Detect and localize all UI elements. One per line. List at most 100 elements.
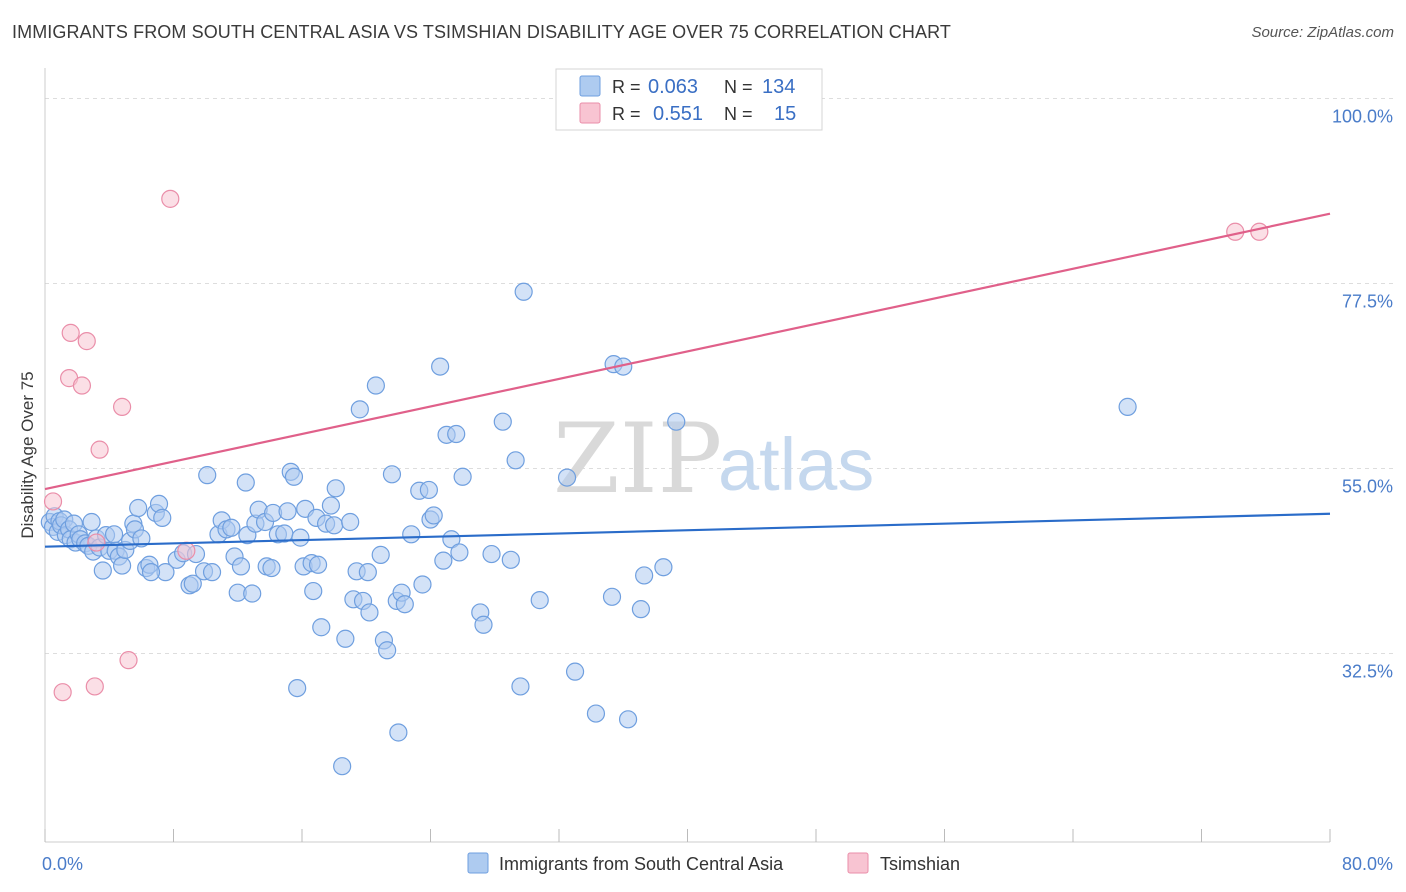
point-immigrants-77 — [321, 496, 341, 515]
point-immigrants-115 — [501, 550, 520, 569]
point-immigrants-108 — [447, 424, 466, 444]
point-immigrants-50 — [222, 518, 241, 537]
y-tick-label-2: 55.0% — [1342, 477, 1393, 497]
legend-r-label-2: R = — [612, 104, 641, 124]
x-tick-label-min: 0.0% — [42, 854, 83, 874]
point-immigrants-74 — [308, 555, 328, 574]
point-immigrants-79 — [326, 479, 345, 498]
y-tick-label-1: 77.5% — [1342, 292, 1393, 312]
point-immigrants-132 — [141, 563, 161, 582]
trend-line-immigrants — [44, 512, 1331, 548]
point-immigrants-42 — [183, 574, 202, 593]
bottom-legend-label-tsimshian: Tsimshian — [880, 854, 960, 874]
point-immigrants-130 — [667, 412, 686, 431]
point-immigrants-93 — [382, 465, 402, 484]
point-tsimshian-5 — [77, 332, 96, 351]
legend-n-label-2: N = — [724, 104, 753, 124]
legend-r-value-2: 0.551 — [653, 103, 703, 125]
series-immigrants-points — [40, 282, 1137, 776]
point-immigrants-66 — [284, 467, 304, 486]
legend-r-value-1: 0.063 — [648, 76, 698, 98]
point-immigrants-123 — [602, 587, 622, 606]
point-immigrants-64 — [278, 502, 297, 521]
point-immigrants-87 — [358, 563, 377, 582]
point-tsimshian-10 — [119, 651, 138, 670]
point-tsimshian-3 — [61, 323, 80, 342]
y-tick-label-3: 32.5% — [1342, 662, 1393, 682]
series-tsimshian-points — [43, 189, 1269, 702]
point-immigrants-23 — [104, 525, 124, 544]
legend-r-label-1: R = — [612, 77, 641, 97]
point-immigrants-45 — [198, 466, 217, 485]
axes — [44, 68, 1331, 843]
point-immigrants-121 — [565, 662, 585, 681]
legend-n-value-2: 15 — [774, 103, 796, 125]
point-immigrants-101 — [419, 480, 438, 500]
point-immigrants-129 — [654, 558, 673, 577]
point-immigrants-75 — [312, 618, 331, 637]
point-immigrants-112 — [474, 615, 493, 634]
source-credit: Source: ZipAtlas.com — [1251, 24, 1394, 41]
stats-legend: R = 0.063 N = 134 R = 0.551 N = 15 — [555, 68, 823, 131]
point-tsimshian-0 — [43, 492, 63, 511]
point-immigrants-80 — [333, 757, 352, 776]
point-immigrants-114 — [493, 412, 512, 431]
legend-n-value-1: 134 — [762, 76, 795, 98]
bottom-legend-swatch-tsimshian — [847, 852, 869, 874]
point-immigrants-46 — [202, 563, 222, 582]
point-immigrants-122 — [586, 704, 606, 723]
legend-swatch-tsimshian — [579, 102, 601, 124]
x-tick-label-max: 80.0% — [1342, 854, 1393, 874]
point-tsimshian-8 — [90, 440, 109, 459]
point-immigrants-16 — [82, 512, 101, 532]
point-immigrants-82 — [341, 512, 360, 532]
point-immigrants-105 — [434, 551, 453, 570]
point-immigrants-92 — [378, 641, 397, 660]
point-immigrants-60 — [262, 558, 281, 578]
point-immigrants-109 — [450, 543, 469, 562]
point-immigrants-95 — [389, 723, 408, 742]
point-immigrants-126 — [618, 710, 638, 729]
point-immigrants-67 — [288, 678, 307, 698]
point-immigrants-119 — [530, 591, 549, 610]
point-immigrants-20 — [93, 561, 112, 580]
point-immigrants-104 — [431, 357, 450, 376]
point-immigrants-131 — [1118, 397, 1137, 416]
point-immigrants-26 — [112, 556, 132, 575]
point-immigrants-68 — [291, 528, 310, 547]
point-tsimshian-14 — [1250, 222, 1269, 241]
point-tsimshian-4 — [72, 376, 92, 395]
point-immigrants-85 — [350, 400, 369, 419]
point-immigrants-32 — [132, 529, 151, 548]
watermark: ZIP atlas — [553, 403, 874, 515]
point-immigrants-54 — [236, 473, 255, 492]
watermark-zip: ZIP — [553, 403, 722, 515]
point-immigrants-116 — [506, 451, 525, 470]
bottom-legend-label-immigrants: Immigrants from South Central Asia — [499, 854, 784, 874]
watermark-atlas: atlas — [718, 423, 874, 506]
bottom-legend-swatch-immigrants — [467, 852, 489, 874]
chart-title: IMMIGRANTS FROM SOUTH CENTRAL ASIA VS TS… — [12, 22, 951, 42]
point-immigrants-127 — [631, 600, 651, 619]
point-immigrants-31 — [129, 498, 148, 518]
point-immigrants-98 — [402, 525, 421, 544]
trend-line-tsimshian — [44, 212, 1331, 491]
y-tick-labels: 100.0% 77.5% 55.0% 32.5% — [1332, 107, 1393, 682]
x-tick-labels: 0.0% 80.0% — [42, 854, 1393, 874]
point-immigrants-103 — [424, 506, 443, 525]
point-immigrants-78 — [325, 516, 344, 535]
point-immigrants-97 — [395, 595, 414, 614]
point-immigrants-37 — [153, 508, 172, 527]
point-immigrants-118 — [514, 282, 533, 301]
point-immigrants-107 — [442, 530, 461, 549]
point-tsimshian-12 — [177, 541, 196, 560]
series-legend: Immigrants from South Central Asia Tsims… — [467, 852, 960, 874]
point-tsimshian-7 — [87, 533, 106, 552]
point-immigrants-120 — [557, 468, 577, 487]
point-immigrants-113 — [482, 544, 501, 564]
point-immigrants-89 — [366, 376, 385, 395]
point-immigrants-72 — [304, 581, 323, 601]
point-tsimshian-1 — [53, 683, 72, 702]
point-immigrants-81 — [336, 629, 355, 648]
